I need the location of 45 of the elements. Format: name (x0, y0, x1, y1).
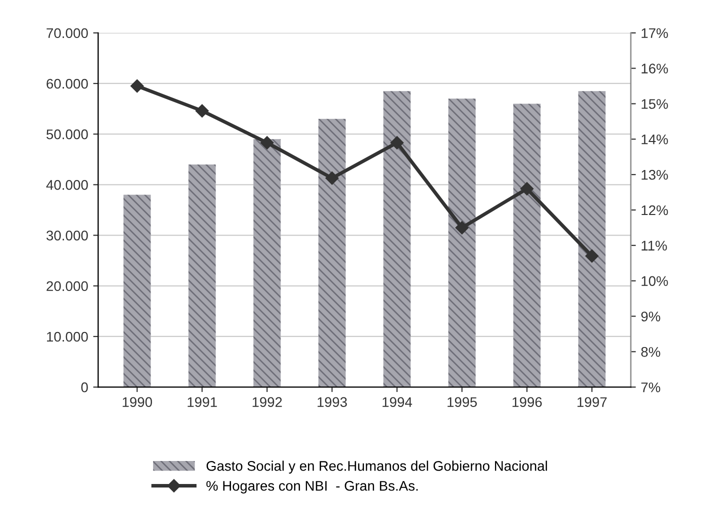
y-tick-label: 30.000 (46, 230, 88, 240)
bar (383, 91, 411, 388)
y-tick-label: 10.000 (47, 332, 88, 342)
bar (513, 104, 541, 388)
y2-tick-label: 11% (642, 240, 667, 251)
y2-tick-label: 12% (642, 205, 668, 216)
y2-tick-label: 13% (642, 170, 668, 180)
point (520, 182, 534, 196)
y-tick-label: 60.000 (46, 78, 88, 89)
x-tick-label: 1993 (318, 397, 347, 408)
y-tick-label: 0 (81, 382, 88, 392)
y-tick-label: 40.000 (46, 180, 88, 190)
y2-tick-label: 8% (641, 347, 660, 357)
point (390, 136, 404, 150)
point (585, 249, 599, 263)
point (455, 221, 469, 234)
y2-tick-label: 17% (642, 28, 668, 38)
x-tick-label: 1996 (512, 397, 542, 408)
bar (123, 194, 151, 388)
legend-label: Gasto Social y en Rec.Humanos del Gobierno Nacional (206, 460, 547, 474)
bar (448, 98, 476, 388)
y2-tick-label: 9% (641, 312, 660, 322)
bar (253, 139, 281, 388)
y2-tick-label: 14% (642, 134, 668, 144)
legend-label: % Hogares con NBI - Gran Bs.As. (206, 480, 418, 494)
x-tick-label: 1997 (578, 397, 607, 408)
x-tick-label: 1994 (382, 397, 412, 408)
y-tick-label: 20.000 (46, 281, 88, 292)
y2-tick-label: 16% (642, 64, 668, 74)
y-tick-label: 70.000 (46, 28, 88, 38)
x-tick-label: 1991 (188, 397, 217, 408)
point (325, 172, 339, 185)
bar (578, 91, 606, 388)
point (260, 136, 274, 150)
y2-tick-label: 10% (642, 276, 668, 286)
x-tick-label: 1990 (122, 397, 152, 408)
y2-tick-label: 7% (641, 382, 660, 392)
y2-tick-label: 15% (642, 99, 668, 109)
x-tick-label: 1992 (252, 397, 282, 408)
x-tick-label: 1995 (448, 397, 477, 408)
point (130, 79, 144, 93)
bar (188, 164, 216, 388)
y-tick-label: 50.000 (46, 129, 88, 140)
bar (318, 118, 346, 388)
point (196, 104, 209, 118)
